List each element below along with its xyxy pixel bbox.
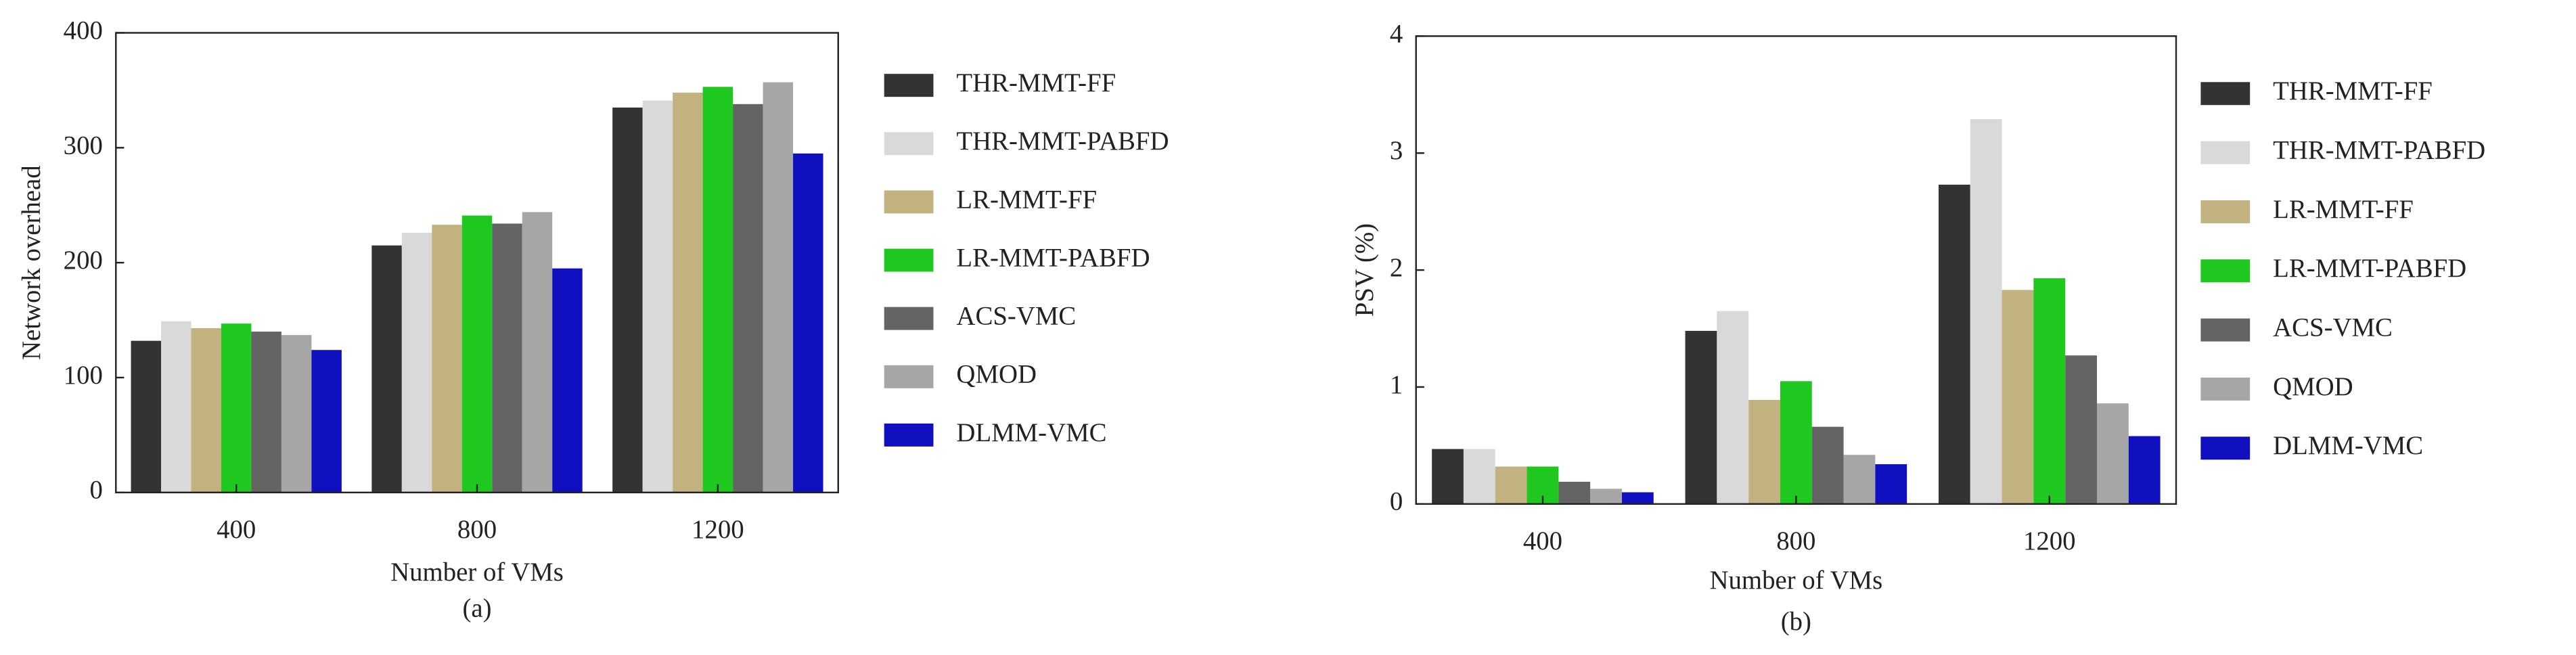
- legend-swatch: [884, 307, 934, 330]
- x-tick-label: 1200: [692, 515, 744, 544]
- legend-swatch: [2200, 259, 2251, 283]
- x-axis-label: Number of VMs: [1709, 566, 1882, 595]
- bar: [2065, 355, 2097, 504]
- legend-swatch: [884, 132, 934, 156]
- y-tick-label: 0: [89, 476, 102, 505]
- bar: [251, 332, 281, 493]
- bar: [2033, 278, 2066, 504]
- bar: [461, 215, 493, 493]
- legend-swatch: [884, 248, 934, 272]
- y-tick-label: 3: [1390, 136, 1403, 165]
- bar: [552, 268, 583, 493]
- bar: [1621, 492, 1654, 504]
- y-tick-label: 400: [64, 16, 103, 45]
- bar: [161, 321, 191, 493]
- y-tick-label: 2: [1390, 253, 1403, 282]
- legend-swatch: [884, 190, 934, 214]
- x-tick-label: 1200: [2023, 526, 2076, 556]
- y-axis-label: Network overhead: [17, 165, 46, 360]
- caption: (a): [462, 593, 491, 623]
- legend-swatch: [884, 365, 934, 388]
- bar: [702, 87, 733, 493]
- y-tick-label: 0: [1390, 487, 1403, 516]
- bar: [612, 107, 643, 493]
- legend-label: LR-MMT-FF: [2273, 195, 2414, 224]
- bar: [1685, 330, 1717, 504]
- legend-swatch: [2200, 200, 2251, 223]
- bar: [432, 225, 462, 493]
- bar: [2096, 403, 2129, 504]
- legend-swatch: [2200, 141, 2251, 164]
- x-tick-label: 800: [1776, 526, 1815, 556]
- legend-swatch: [2200, 318, 2251, 342]
- legend-label: LR-MMT-PABFD: [2273, 254, 2466, 283]
- legend-swatch: [2200, 377, 2251, 401]
- x-tick-label: 400: [217, 515, 256, 544]
- bar: [1875, 464, 1907, 504]
- bar: [1748, 399, 1780, 504]
- legend-label: THR-MMT-FF: [956, 68, 1116, 97]
- x-tick-label: 400: [1523, 526, 1562, 556]
- legend-swatch: [2200, 436, 2251, 460]
- x-tick-label: 800: [457, 515, 497, 544]
- caption: (b): [1781, 607, 1811, 636]
- bar: [492, 223, 522, 493]
- y-tick-label: 100: [64, 361, 103, 390]
- bar: [642, 100, 673, 493]
- bar: [1811, 426, 1844, 504]
- bar: [191, 328, 221, 493]
- bar: [1590, 489, 1622, 504]
- bar: [1558, 481, 1591, 504]
- y-tick-label: 4: [1390, 19, 1403, 48]
- legend-label: ACS-VMC: [956, 302, 1076, 331]
- bar: [371, 245, 402, 493]
- legend-label: DLMM-VMC: [2273, 431, 2423, 460]
- y-tick-label: 1: [1390, 370, 1403, 399]
- y-axis-label: PSV (%): [1350, 223, 1379, 317]
- y-tick-label: 200: [64, 246, 103, 275]
- bar: [1495, 466, 1527, 504]
- bar: [763, 82, 794, 493]
- bar: [673, 92, 703, 493]
- legend-label: QMOD: [2273, 372, 2353, 401]
- bar: [281, 335, 312, 493]
- legend-label: THR-MMT-PABFD: [956, 127, 1169, 156]
- legend-swatch: [884, 423, 934, 447]
- x-axis-label: Number of VMs: [390, 558, 564, 587]
- legend-label: THR-MMT-PABFD: [2273, 136, 2485, 165]
- legend-label: ACS-VMC: [2273, 313, 2393, 342]
- bar: [401, 233, 432, 493]
- bar: [1970, 119, 2002, 504]
- bar: [733, 104, 763, 493]
- legend-label: LR-MMT-FF: [956, 185, 1097, 214]
- bar: [1780, 381, 1812, 504]
- legend-swatch: [2200, 82, 2251, 106]
- y-tick-label: 300: [64, 131, 103, 160]
- legend-label: QMOD: [956, 360, 1037, 389]
- bar: [1938, 184, 1970, 504]
- bar: [2002, 290, 2034, 504]
- legend-label: LR-MMT-PABFD: [956, 243, 1150, 272]
- bar: [2128, 436, 2161, 504]
- legend-label: DLMM-VMC: [956, 418, 1106, 447]
- bar: [1717, 311, 1749, 504]
- bar: [221, 323, 252, 493]
- bar: [1843, 455, 1876, 504]
- bar: [131, 340, 162, 493]
- bar: [1463, 449, 1495, 504]
- bar: [311, 350, 342, 493]
- bar: [793, 153, 823, 493]
- legend-swatch: [884, 74, 934, 97]
- bar: [1432, 449, 1464, 504]
- bar: [522, 212, 553, 493]
- legend-label: THR-MMT-FF: [2273, 76, 2433, 106]
